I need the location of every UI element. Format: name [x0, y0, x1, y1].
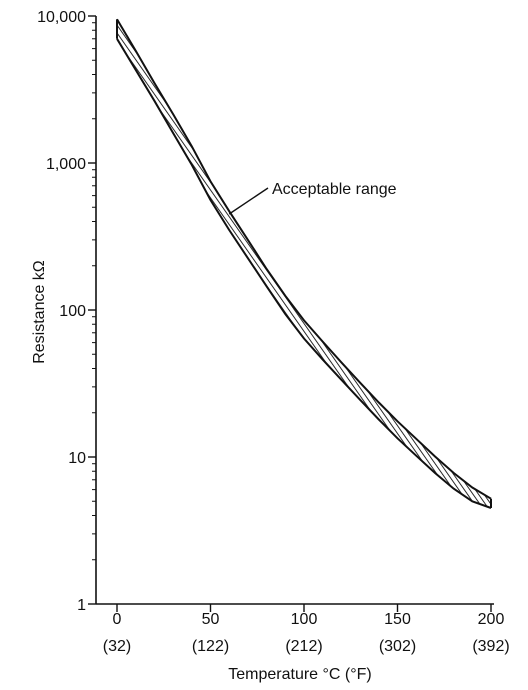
y-tick-label: 1,000	[46, 156, 86, 173]
x-axis-ticks	[116, 604, 492, 612]
x-tick-label: 100	[291, 611, 318, 628]
annotation-leader-line	[228, 187, 269, 215]
y-tick-label: 100	[59, 303, 86, 320]
x-tick-label: 150	[384, 611, 411, 628]
annotation-text: Acceptable range	[272, 181, 397, 198]
x-tick-sublabel: (302)	[379, 638, 416, 655]
y-axis-tick-labels: 1 10 100 1,000 10,000	[37, 9, 86, 614]
x-tick-label: 200	[478, 611, 505, 628]
y-axis-title: Resistance kΩ	[31, 260, 48, 364]
x-axis-title: Temperature °C (°F)	[228, 666, 372, 683]
y-tick-label: 10	[68, 450, 86, 467]
y-axis-ticks	[88, 15, 96, 605]
series-group	[116, 18, 492, 509]
x-tick-sublabel: (32)	[103, 638, 131, 655]
x-tick-sublabel: (212)	[285, 638, 322, 655]
annotation: Acceptable range	[228, 181, 397, 215]
range-lower-bound	[116, 38, 492, 509]
x-tick-sublabel: (122)	[192, 638, 229, 655]
x-axis-tick-labels: 0 (32) 50 (122) 100 (212) 150 (302) 200 (392)	[103, 611, 510, 655]
acceptable-range-band	[117, 19, 491, 509]
x-tick-sublabel: (392)	[472, 638, 509, 655]
x-tick-label: 0	[113, 611, 122, 628]
x-tick-label: 50	[202, 611, 220, 628]
y-tick-label: 1	[77, 597, 86, 614]
range-upper-bound	[116, 18, 492, 500]
y-axis-minor-ticks	[92, 22, 96, 561]
y-tick-label: 10,000	[37, 9, 86, 26]
